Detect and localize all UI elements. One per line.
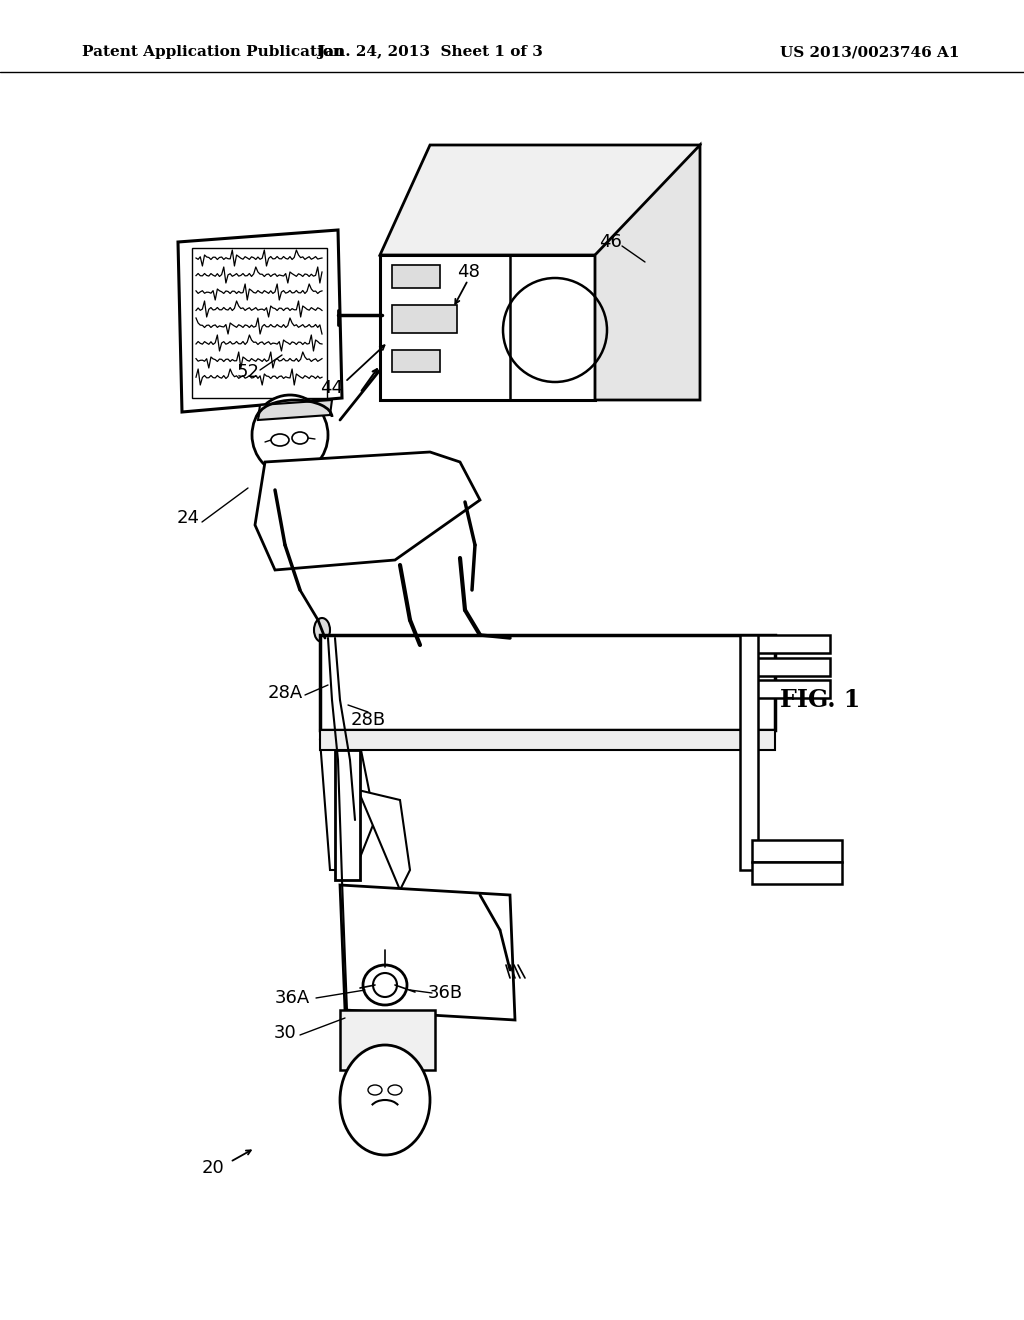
Ellipse shape bbox=[340, 1045, 430, 1155]
Text: 36A: 36A bbox=[274, 989, 309, 1007]
Ellipse shape bbox=[252, 395, 328, 475]
Polygon shape bbox=[595, 145, 700, 400]
Polygon shape bbox=[178, 230, 342, 412]
Text: 28B: 28B bbox=[350, 711, 386, 729]
Ellipse shape bbox=[314, 618, 330, 642]
Bar bbox=[193, 248, 327, 399]
Bar bbox=[340, 1010, 435, 1071]
Bar bbox=[752, 840, 842, 862]
Text: 30: 30 bbox=[273, 1024, 296, 1041]
Text: Jan. 24, 2013  Sheet 1 of 3: Jan. 24, 2013 Sheet 1 of 3 bbox=[317, 45, 543, 59]
Polygon shape bbox=[380, 145, 700, 255]
Bar bbox=[319, 730, 775, 750]
Bar bbox=[750, 657, 830, 676]
Bar bbox=[319, 635, 775, 730]
Bar bbox=[740, 635, 758, 870]
Bar bbox=[392, 305, 457, 333]
Text: 28A: 28A bbox=[267, 684, 303, 702]
Text: 24: 24 bbox=[176, 510, 200, 527]
Text: US 2013/0023746 A1: US 2013/0023746 A1 bbox=[780, 45, 959, 59]
Polygon shape bbox=[255, 451, 480, 570]
Bar bbox=[750, 680, 830, 698]
Polygon shape bbox=[258, 400, 332, 420]
Polygon shape bbox=[340, 884, 515, 1020]
Text: 44: 44 bbox=[321, 379, 343, 397]
Polygon shape bbox=[358, 789, 410, 890]
Bar bbox=[752, 862, 842, 884]
Text: FIG. 1: FIG. 1 bbox=[780, 688, 860, 711]
Bar bbox=[335, 750, 360, 880]
Text: Patent Application Publication: Patent Application Publication bbox=[82, 45, 344, 59]
Polygon shape bbox=[319, 741, 375, 870]
Text: 48: 48 bbox=[457, 263, 479, 281]
Text: 52: 52 bbox=[237, 363, 259, 381]
Text: 36B: 36B bbox=[427, 983, 463, 1002]
Bar bbox=[392, 265, 440, 288]
Bar bbox=[750, 635, 830, 653]
Bar bbox=[380, 255, 595, 400]
Text: 20: 20 bbox=[202, 1159, 224, 1177]
Text: 46: 46 bbox=[599, 234, 622, 251]
Bar bbox=[392, 350, 440, 372]
